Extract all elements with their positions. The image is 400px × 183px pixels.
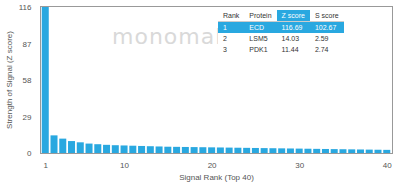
html-text:monomabs: monomabs — [112, 24, 243, 49]
svg-text:1: 1 — [44, 161, 49, 170]
html-text:1: 1 — [223, 24, 227, 31]
svg-text:40: 40 — [383, 161, 392, 170]
svg-text:87: 87 — [23, 40, 32, 49]
svg-text:10: 10 — [120, 161, 129, 170]
html-text:LSM5: LSM5 — [249, 35, 268, 42]
html-text:Z score: Z score — [281, 12, 305, 19]
html-text:2.59: 2.59 — [314, 35, 329, 42]
html-text:2: 2 — [223, 35, 227, 42]
svg-text:58: 58 — [23, 76, 32, 85]
html-text:2.74: 2.74 — [314, 46, 329, 53]
html-text:102.67: 102.67 — [314, 24, 337, 31]
svg-text:Signal Rank (Top 40): Signal Rank (Top 40) — [179, 173, 254, 182]
svg-text:Strength of Signal (Z score): Strength of Signal (Z score) — [5, 31, 14, 129]
html-text:S score: S score — [314, 12, 339, 19]
svg-text:29: 29 — [23, 113, 32, 122]
html-text:PDK1: PDK1 — [249, 46, 268, 53]
html-text:Rank: Rank — [223, 12, 240, 19]
svg-text:116: 116 — [19, 3, 32, 12]
html-text:14.03: 14.03 — [281, 35, 300, 42]
html-text:116.69: 116.69 — [281, 24, 303, 31]
html-text:ECD: ECD — [249, 24, 265, 31]
svg-text:0: 0 — [27, 149, 32, 158]
html-text:Protein: Protein — [249, 12, 272, 19]
svg-text:20: 20 — [208, 161, 217, 170]
html-text:3: 3 — [223, 46, 227, 53]
svg-text:30: 30 — [295, 161, 304, 170]
html-text:11.44: 11.44 — [281, 46, 299, 53]
